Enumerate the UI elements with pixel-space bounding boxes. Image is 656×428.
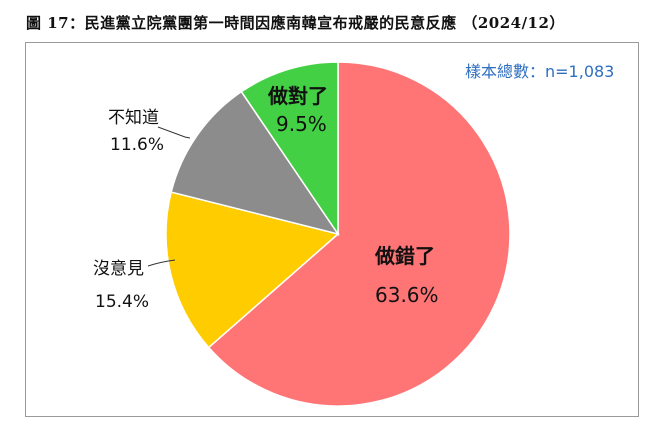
- label-no-opinion-name: 沒意見: [93, 259, 144, 279]
- slice-right: [240, 61, 339, 237]
- label-right-pct: 9.5%: [276, 112, 327, 136]
- slice-wrong: [207, 61, 511, 407]
- chart-title: 圖 17：民進黨立院黨團第一時間因應南韓宣布戒嚴的民意反應 （2024/12）: [26, 14, 565, 32]
- slice-no-opinion: [165, 191, 340, 349]
- slice-dont-know: [170, 90, 340, 236]
- sample-size-label: 樣本總數：n=1,083: [465, 62, 615, 81]
- label-right-name: 做對了: [268, 84, 328, 108]
- label-wrong-pct: 63.6%: [375, 283, 439, 307]
- label-dont-know-name: 不知道: [108, 108, 159, 128]
- label-no-opinion-pct: 15.4%: [95, 292, 150, 312]
- label-dont-know-pct: 11.6%: [110, 135, 165, 155]
- leader-line-dont-know: [157, 126, 191, 139]
- leader-line-no-opinion: [147, 259, 176, 267]
- label-wrong-name: 做錯了: [375, 244, 435, 268]
